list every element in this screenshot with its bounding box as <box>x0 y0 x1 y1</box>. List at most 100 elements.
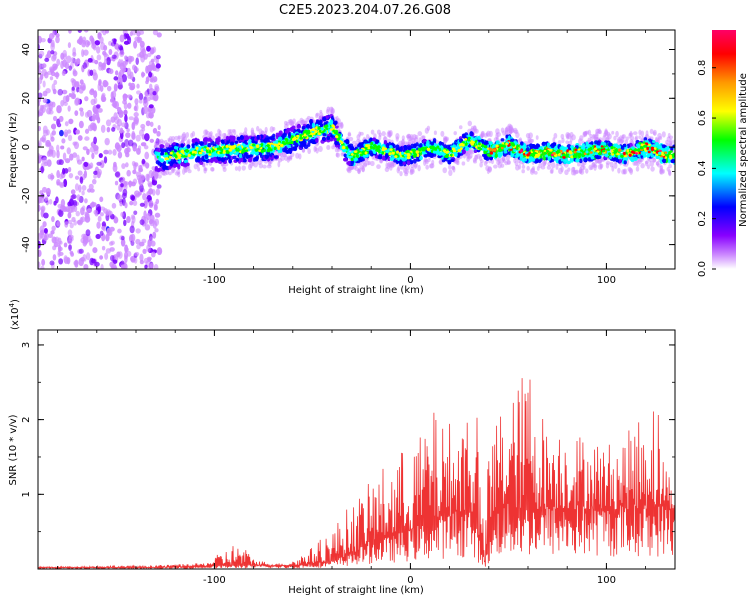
spectrum-cell <box>376 164 381 170</box>
spectrum-cell <box>64 158 71 164</box>
spectrum-cell <box>148 112 154 119</box>
spectrum-cell <box>105 248 111 254</box>
spectrum-cell <box>656 160 660 166</box>
spectrum-cell <box>534 158 540 164</box>
spectrum-cell <box>44 196 49 201</box>
spectrum-cell <box>123 66 127 72</box>
spectrum-cell <box>592 134 596 139</box>
spectrum-cell <box>180 143 184 148</box>
spectrum-cell <box>112 164 118 173</box>
spectrum-cell <box>159 158 165 163</box>
spectrum-cell <box>142 99 149 107</box>
spectrum-cell <box>183 167 188 174</box>
spectrum-cell <box>59 173 64 180</box>
spectrum-cell <box>493 164 498 169</box>
spectrum-cell <box>68 65 73 71</box>
spectrum-cell <box>141 158 146 165</box>
spectrum-cell <box>209 131 213 137</box>
spectrum-cell <box>38 35 42 44</box>
spectrum-cell <box>350 153 354 156</box>
spectrum-cell <box>149 236 153 244</box>
spectrum-cell <box>140 123 146 129</box>
spectrum-cell <box>245 135 250 141</box>
spectrum-cell <box>409 134 414 141</box>
spectrum-cell <box>552 137 556 143</box>
spectrum-cell <box>50 230 55 235</box>
spectrum-cell <box>500 138 505 142</box>
spectrum-cell <box>117 194 123 202</box>
spectrum-cell <box>78 86 84 94</box>
spectrum-cell <box>109 261 114 268</box>
spectrum-cell <box>93 209 99 215</box>
spectrum-cell <box>129 55 135 62</box>
spectrum-cell <box>199 141 204 146</box>
spectrum-cell <box>474 128 479 134</box>
spectrum-cell <box>129 71 134 80</box>
spectrum-cell <box>57 88 63 96</box>
spectrum-cell <box>569 131 574 138</box>
spectrum-cell <box>590 155 595 160</box>
spectrum-cell <box>638 135 642 140</box>
spectrum-cell <box>144 91 148 97</box>
spectrum-cell <box>86 109 93 118</box>
spectrum-cell <box>370 160 375 167</box>
spectrum-cell <box>289 118 294 126</box>
spectrum-cell <box>436 145 440 149</box>
spectrum-cell <box>363 139 368 144</box>
spectrum-cell <box>50 132 54 140</box>
spectrum-cell <box>404 172 409 177</box>
spectrum-cell <box>399 170 403 177</box>
spectrum-cell <box>672 139 675 145</box>
spectrum-cell <box>104 252 109 260</box>
spectrum-cell <box>51 149 56 158</box>
spectrum-cell <box>110 41 116 47</box>
spectrum-cell <box>177 164 181 170</box>
spectrum-cell <box>38 100 41 107</box>
spectrum-cell <box>38 70 42 75</box>
spectrum-cell <box>417 164 421 172</box>
spectrum-cell <box>113 76 119 81</box>
spectrum-cell <box>48 145 54 153</box>
spectrum-cell <box>77 135 83 141</box>
spectrum-cell <box>289 126 295 132</box>
spectrum-cell <box>387 156 391 162</box>
spectrum-cell <box>106 85 112 92</box>
spectrum-cell <box>133 105 138 112</box>
spectrum-cell <box>152 231 157 239</box>
spectrum-cell <box>46 142 52 147</box>
spectrum-cell <box>241 165 246 171</box>
spectrum-cell <box>111 54 117 59</box>
spectrum-cell <box>300 119 304 126</box>
spectrum-cell <box>570 145 574 149</box>
spectrum-cell <box>108 48 113 56</box>
spectrum-cell <box>650 166 655 172</box>
spectrum-cell <box>256 134 260 140</box>
spectrum-cell <box>621 169 626 175</box>
spectrum-cell <box>248 139 253 143</box>
spectrum-cell <box>587 129 592 136</box>
spectrum-cell <box>123 219 127 227</box>
spectrum-cell <box>652 157 656 163</box>
spectrum-cell <box>129 200 134 206</box>
spectrum-cell <box>123 40 130 45</box>
spectrum-cell <box>132 169 137 175</box>
spectrum-cell <box>141 71 145 78</box>
spectrum-cell <box>67 105 71 112</box>
spectrum-cell <box>467 148 472 155</box>
spectrum-cell <box>105 119 112 127</box>
spectrum-cell <box>348 136 354 142</box>
spectrum-cell <box>144 151 150 160</box>
spectrum-cell <box>588 164 593 171</box>
spectrum-cell <box>44 103 50 108</box>
spectrum-cell <box>286 155 291 160</box>
spectrum-cell <box>148 200 154 209</box>
spectrum-cell <box>190 132 194 139</box>
spectrum-cell <box>117 61 121 68</box>
spectrum-cell <box>40 165 44 174</box>
spectrum-cell <box>102 62 107 71</box>
spectrum-cell <box>525 147 530 152</box>
spectrum-cell <box>602 135 607 142</box>
spectrum-cell <box>584 131 588 136</box>
spectrum-cell <box>562 146 566 152</box>
spectrum-cell <box>56 179 61 186</box>
